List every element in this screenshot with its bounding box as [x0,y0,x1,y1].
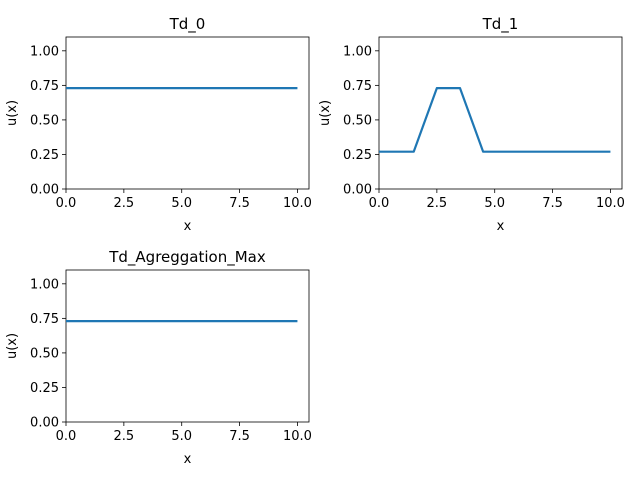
y-tick-label: 1.00 [30,277,59,292]
y-tick-label: 0.00 [343,183,372,198]
chart-title: Td_Agreggation_Max [108,248,266,267]
subplot-1: Td_1 0.0 2.5 5.0 7.5 10.0 0.00 0.25 0.50 0.75 1.00… [318,15,625,234]
x-tick-label: 7.5 [542,196,563,211]
x-tick-label: 7.5 [229,429,250,444]
y-tick-label: 0.75 [343,79,372,94]
chart-title: Td_0 [169,15,206,34]
y-tick-label: 1.00 [30,44,59,59]
y-tick-label: 0.75 [30,312,59,327]
y-tick-label: 0.75 [30,79,59,94]
x-tick-label: 5.0 [171,429,192,444]
x-tick-label: 5.0 [171,196,192,211]
y-tick-label: 0.50 [30,346,59,361]
y-axis-label: u(x) [5,333,20,359]
x-tick-label: 2.5 [114,196,135,211]
axes-frame [66,270,309,422]
x-axis-label: x [497,219,505,234]
y-tick-label: 0.25 [30,148,59,163]
x-tick-label: 0.0 [369,196,390,211]
y-tick-label: 0.00 [30,416,59,431]
y-axis-label: u(x) [5,100,20,126]
x-tick-label: 10.0 [283,196,312,211]
y-tick-label: 0.25 [30,381,59,396]
y-tick-label: 0.50 [30,113,59,128]
subplot-0: Td_0 0.0 2.5 5.0 7.5 10.0 0.00 0.25 0.50 0.75 1.00… [5,15,312,234]
x-tick-label: 0.0 [56,429,77,444]
x-tick-label: 5.0 [484,196,505,211]
x-tick-label: 10.0 [283,429,312,444]
x-tick-label: 0.0 [56,196,77,211]
y-tick-label: 0.50 [343,113,372,128]
subplot-2: Td_Agreggation_Max 0.0 2.5 5.0 7.5 10.0 0.00 0.… [5,248,312,467]
x-axis-label: x [184,219,192,234]
y-tick-label: 1.00 [343,44,372,59]
y-axis-label: u(x) [318,100,333,126]
x-tick-label: 2.5 [114,429,135,444]
axes-frame [66,37,309,189]
x-tick-label: 2.5 [427,196,448,211]
series-line-0 [379,88,610,152]
x-axis-label: x [184,452,192,467]
x-tick-label: 7.5 [229,196,250,211]
chart-title: Td_1 [482,15,519,34]
y-tick-label: 0.25 [343,148,372,163]
x-tick-label: 10.0 [596,196,625,211]
y-tick-label: 0.00 [30,183,59,198]
axes-frame [379,37,622,189]
